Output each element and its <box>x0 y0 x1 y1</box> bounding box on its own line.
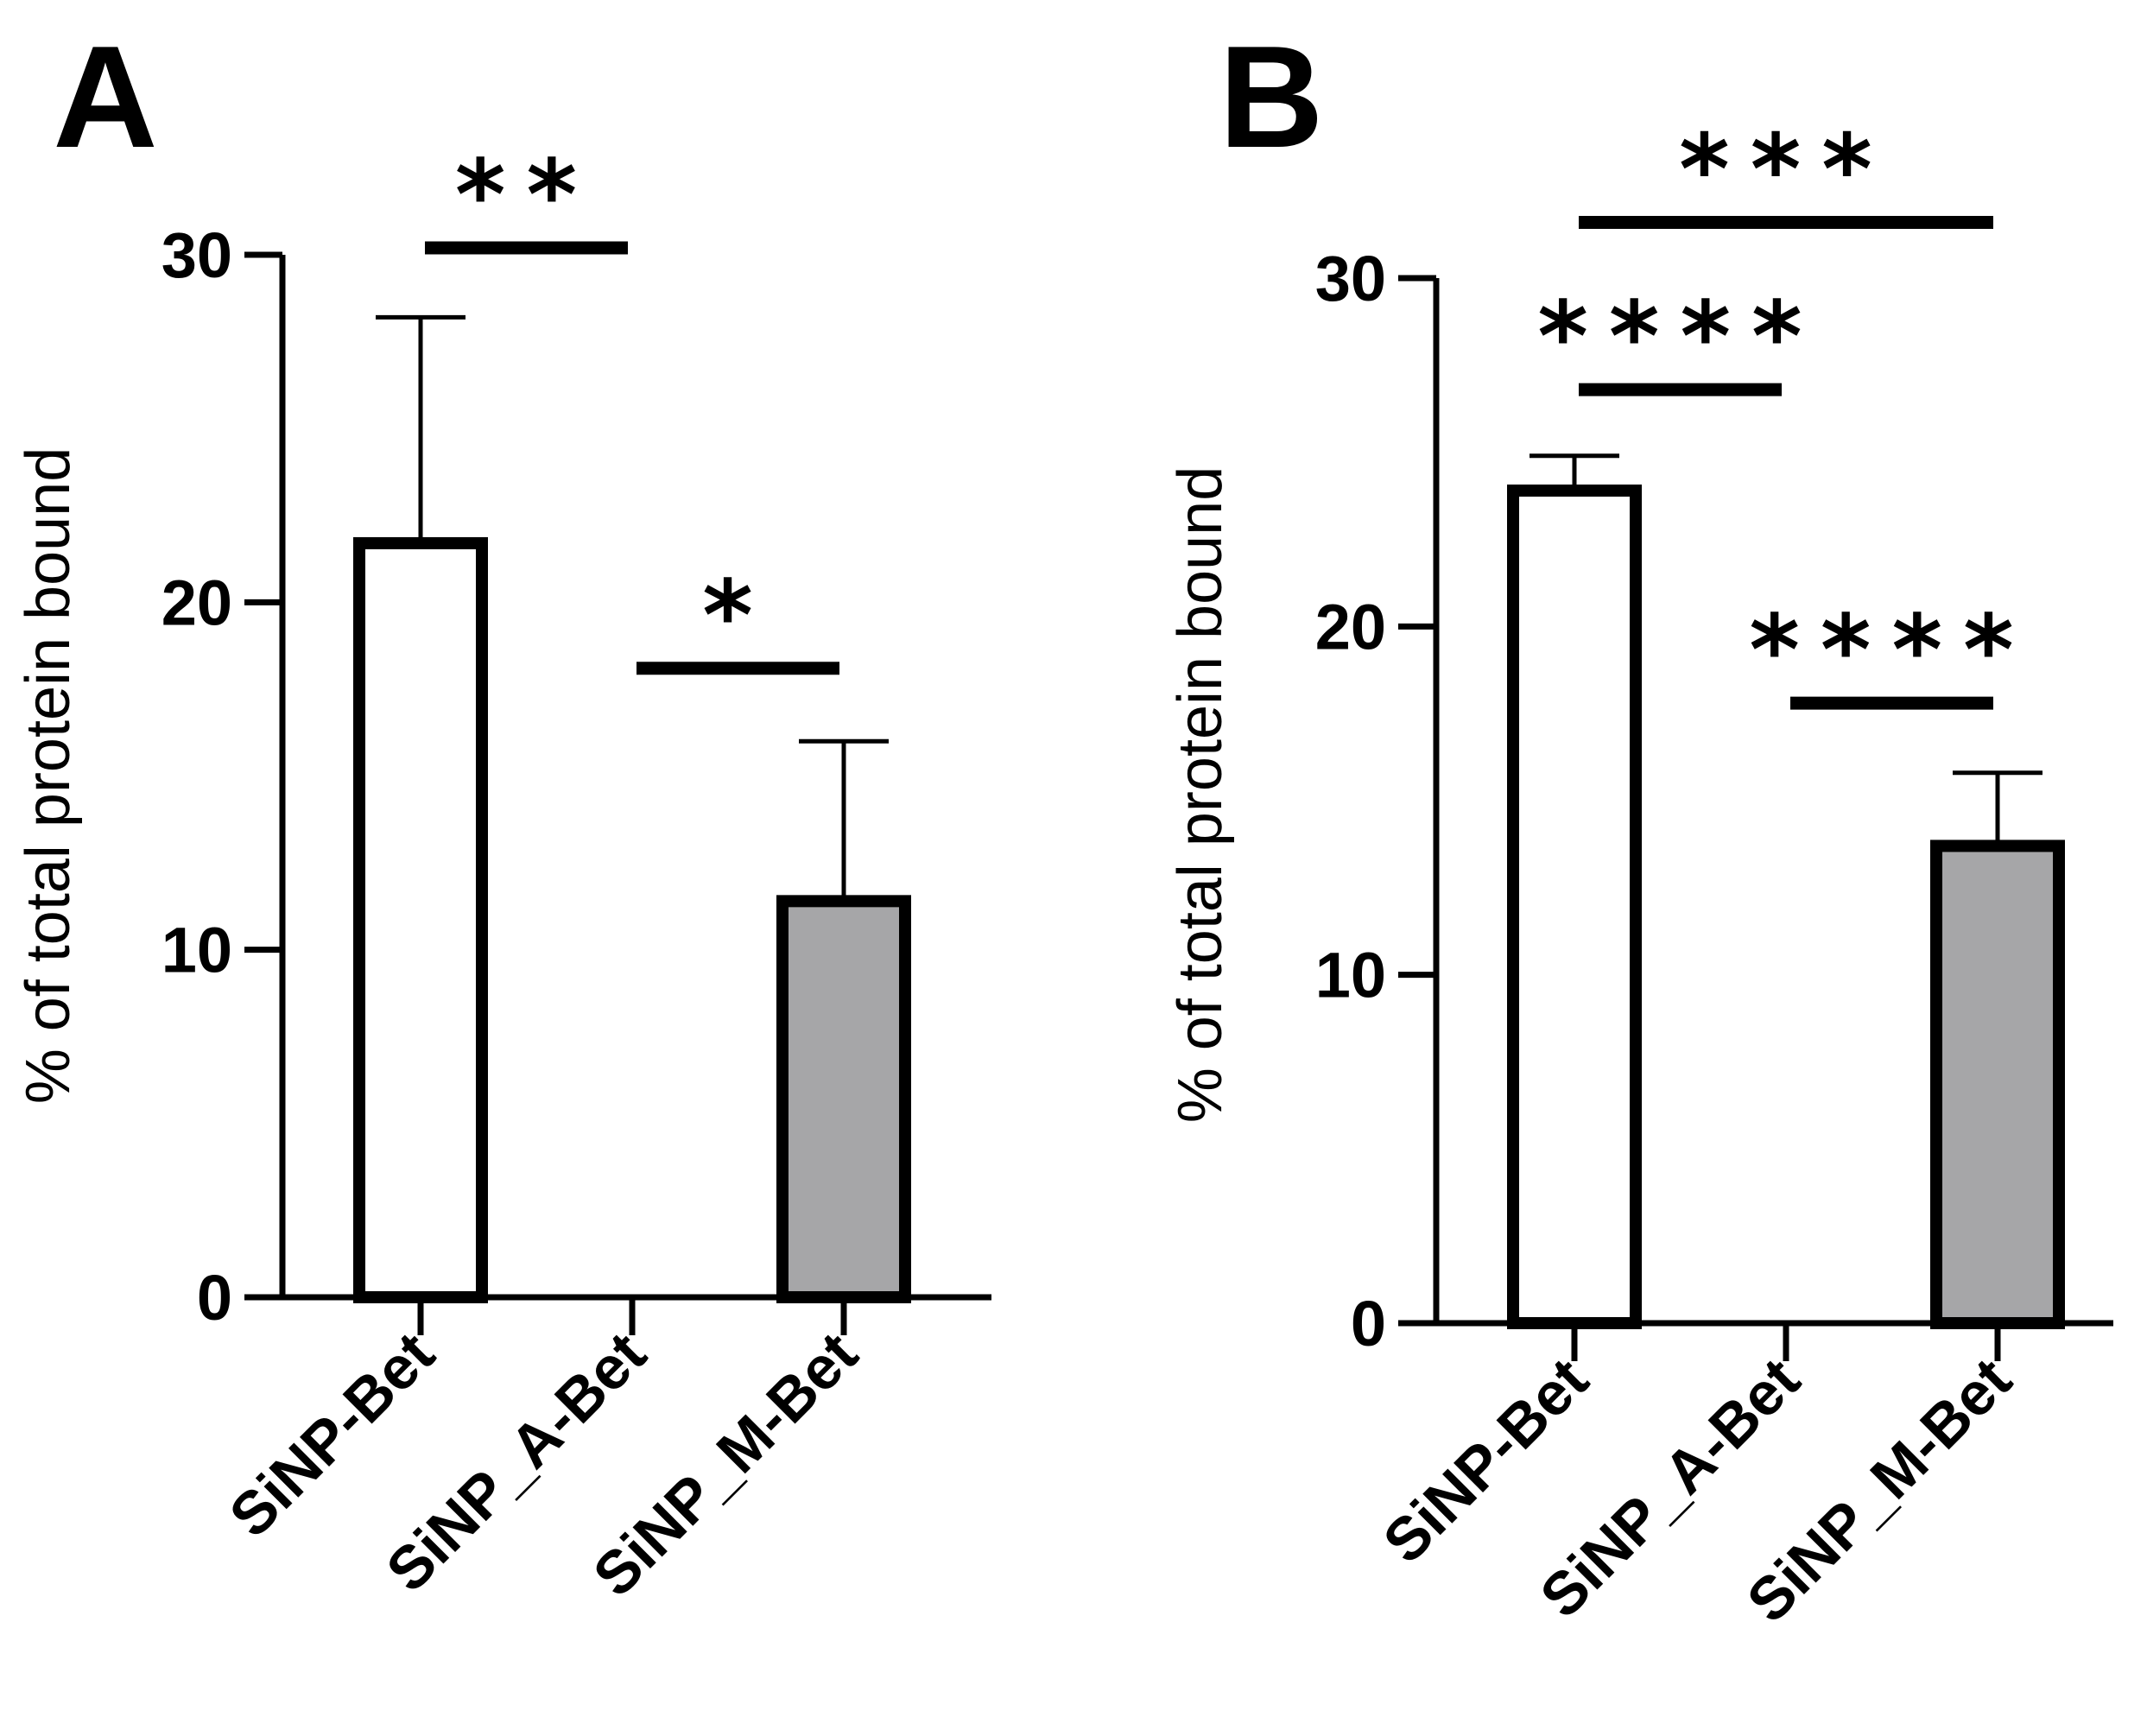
panel-a-y-tick-label: 10 <box>162 915 232 986</box>
panel-b-y-tick-label: 10 <box>1315 940 1386 1011</box>
panel-b-bar-3 <box>1930 839 2065 1329</box>
panel-a-label: A <box>53 16 157 178</box>
panel-a-bar-1 <box>353 536 488 1303</box>
panel-a-y-tick-label: 30 <box>162 219 232 291</box>
panel-b-significance-stars: **** <box>1749 595 2034 707</box>
panel-a-significance-stars: * <box>702 561 774 673</box>
panel-b-y-tick-label: 30 <box>1315 243 1386 314</box>
panel-a-bar-3 <box>776 895 911 1303</box>
panel-b-y-axis-title: % of total protein bound <box>1166 466 1235 1124</box>
panel-b-bar-1 <box>1507 485 1642 1329</box>
panel-b-significance-stars: *** <box>1679 114 1893 226</box>
panel-a-y-tick-label: 20 <box>162 567 232 638</box>
panel-b-significance-stars: **** <box>1537 282 1822 394</box>
panel-a-significance-stars: ** <box>455 140 598 252</box>
panel-b-y-tick-label: 0 <box>1351 1288 1386 1359</box>
panel-a-y-tick-label: 0 <box>197 1262 232 1334</box>
panel-a-y-axis-title: % of total protein bound <box>14 447 83 1105</box>
panel-b-label: B <box>1219 16 1323 178</box>
panel-a-category-label: SiNP-Bet <box>217 1319 447 1549</box>
panel-b-y-tick-label: 20 <box>1315 591 1386 662</box>
panel-b-category-label: SiNP-Bet <box>1371 1345 1601 1575</box>
